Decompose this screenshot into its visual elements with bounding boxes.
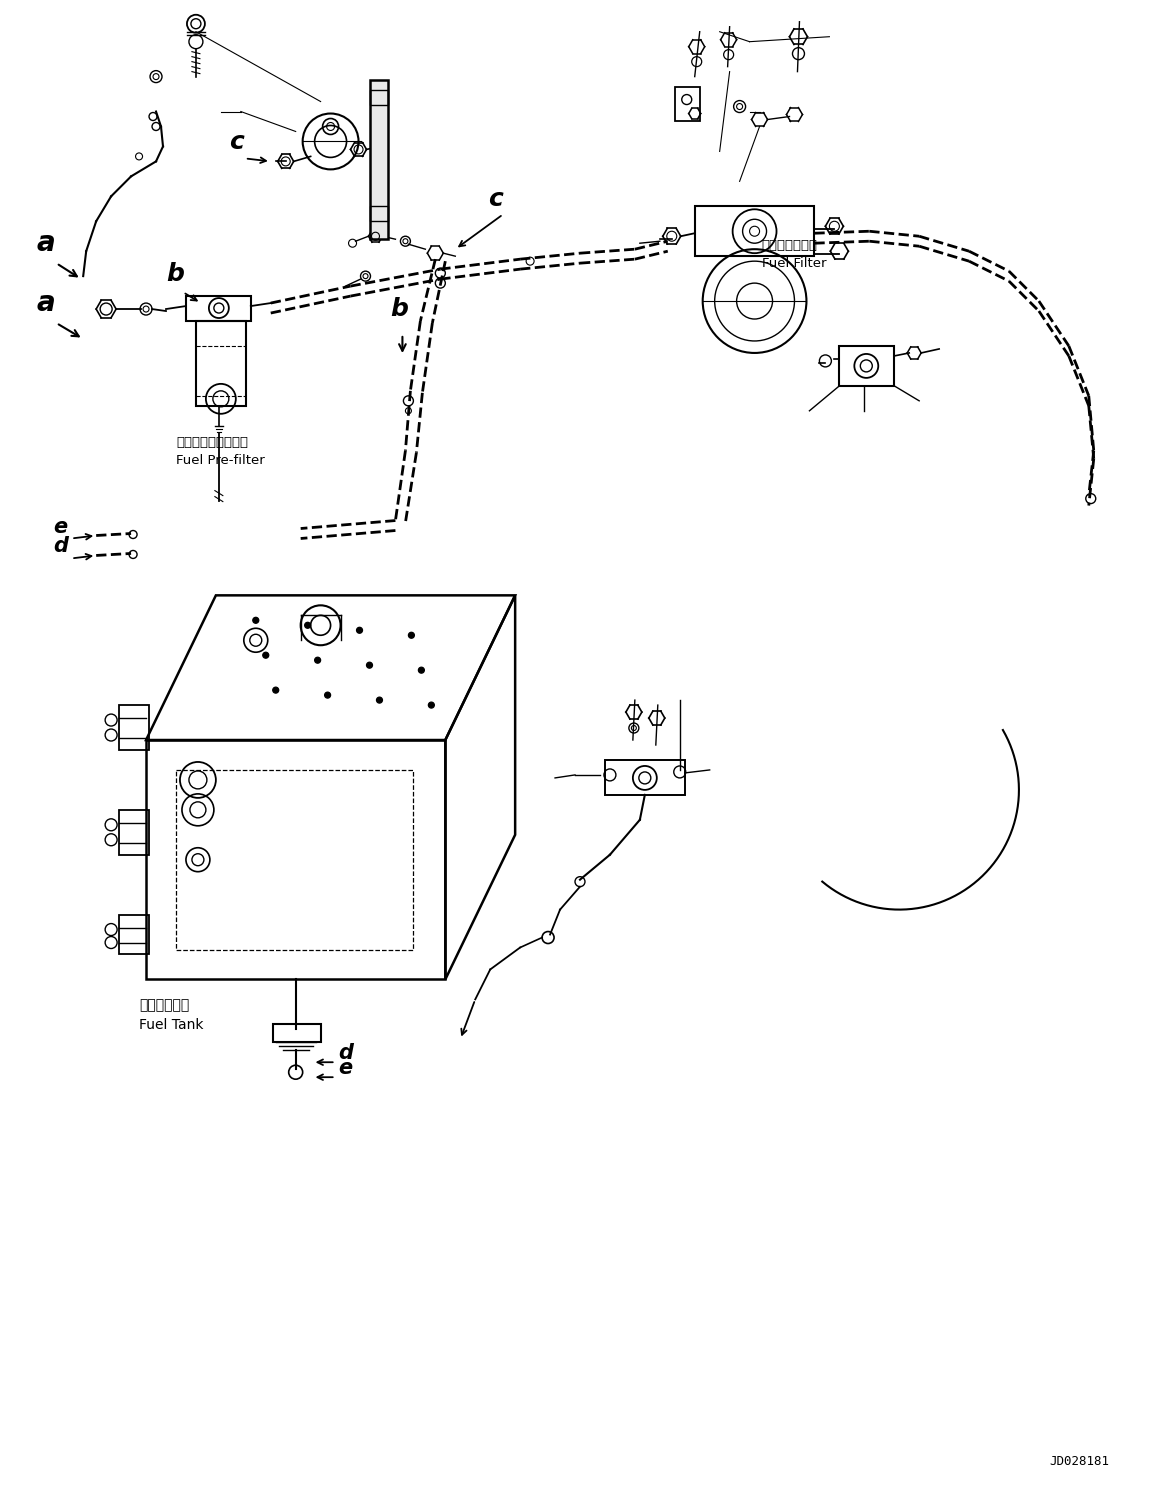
Circle shape [253,617,259,623]
Text: Fuel Tank: Fuel Tank [139,1019,203,1032]
Text: b: b [166,262,184,286]
Circle shape [325,691,330,697]
Bar [371,207,388,222]
Circle shape [366,662,373,668]
Bar [176,770,413,950]
Text: Fuel Pre-filter: Fuel Pre-filter [176,454,264,467]
Text: d: d [338,1044,353,1063]
Text: フェルプレフィルタ: フェルプレフィルタ [176,436,248,449]
Bar [371,89,388,104]
Bar [119,915,149,955]
Circle shape [314,657,321,663]
Bar [840,346,894,385]
Text: JD028181: JD028181 [1049,1456,1109,1468]
Circle shape [262,653,269,659]
Bar [694,207,814,256]
Bar [119,810,149,855]
Circle shape [429,702,434,708]
Circle shape [357,628,363,633]
Circle shape [305,622,311,629]
Bar [119,705,149,749]
Text: b: b [390,297,409,321]
Bar [605,760,685,796]
Circle shape [273,687,278,693]
Text: フェルフィルタ: フェルフィルタ [761,239,818,253]
Text: c: c [489,187,504,211]
Bar [371,80,388,239]
Text: d: d [53,537,68,556]
Circle shape [377,697,382,703]
Bar [196,321,246,406]
Bar [186,296,251,321]
Text: e: e [53,516,67,537]
Text: フェルタンク: フェルタンク [139,998,189,1013]
Circle shape [409,632,415,638]
Text: a: a [36,288,55,317]
Text: a: a [36,229,55,257]
Circle shape [418,668,424,674]
Text: c: c [229,131,244,155]
Text: Fuel Filter: Fuel Filter [761,257,826,271]
Text: e: e [338,1059,352,1078]
Bar [675,86,700,122]
Bar [273,1025,321,1042]
